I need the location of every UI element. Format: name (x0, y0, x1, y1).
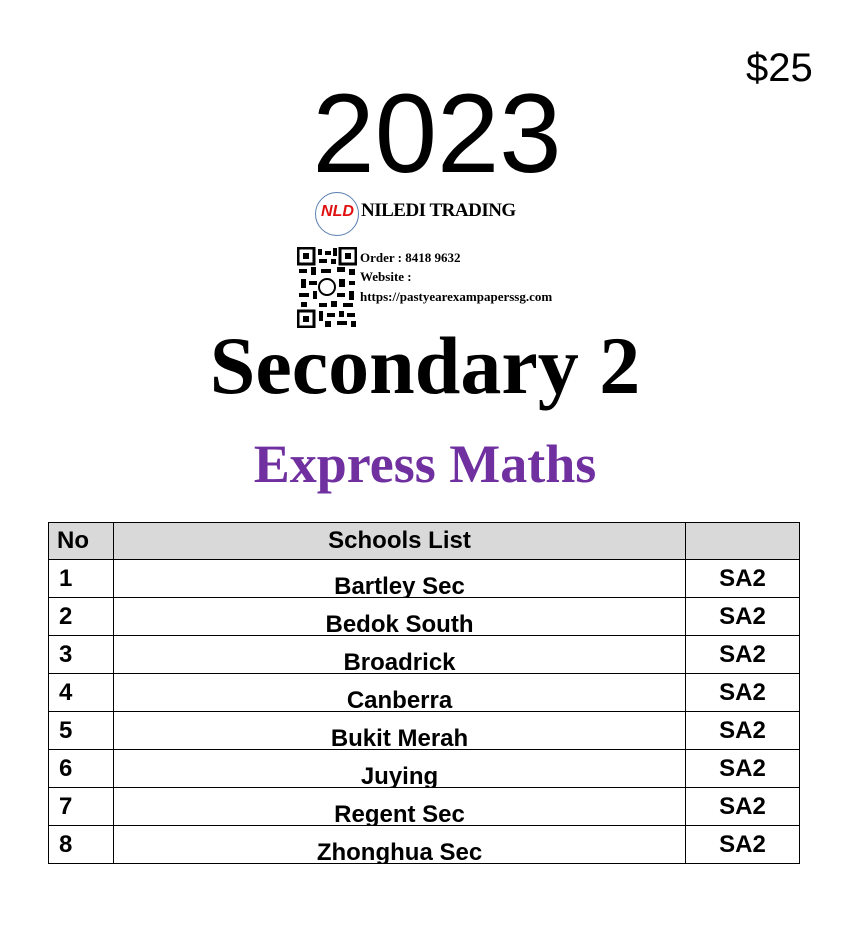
exam-cell: SA2 (685, 559, 800, 598)
exam-type: SA2 (719, 793, 766, 820)
price: $25 (746, 46, 813, 90)
row-number: 1 (48, 559, 114, 598)
website-label: Website : (360, 269, 412, 284)
row-number: 3 (48, 635, 114, 674)
school-cell: Regent Sec (113, 787, 686, 826)
exam-cell: SA2 (685, 825, 800, 864)
school-name: Bartley Sec (334, 573, 465, 597)
logo-circle (315, 192, 359, 236)
row-number-text: 6 (59, 755, 73, 782)
row-number: 4 (48, 673, 114, 712)
row-number-text: 8 (59, 831, 73, 858)
qr-code-icon (297, 247, 357, 328)
school-name: Juying (360, 763, 439, 787)
table-row: 8 Zhonghua Sec SA2 (48, 825, 800, 864)
logo-text: NLD (321, 203, 354, 220)
school-name: Zhonghua Sec (316, 839, 483, 863)
school-name: Canberra (346, 687, 453, 711)
row-number-text: 3 (59, 641, 73, 668)
table-row: 2 Bedok South SA2 (48, 597, 800, 636)
table-row: 5 Bukit Merah SA2 (48, 711, 800, 750)
school-cell: Bukit Merah (113, 711, 686, 750)
exam-cell: SA2 (685, 787, 800, 826)
website-url[interactable]: https://pastyearexampaperssg.com (360, 289, 553, 304)
row-number: 8 (48, 825, 114, 864)
level-title: Secondary 2 (209, 320, 641, 411)
school-cell: Broadrick (113, 635, 686, 674)
school-cell: Bartley Sec (113, 559, 686, 598)
table-row: 3 Broadrick SA2 (48, 635, 800, 674)
table-row: 4 Canberra SA2 (48, 673, 800, 712)
row-number-text: 7 (59, 793, 73, 820)
school-cell: Juying (113, 749, 686, 788)
school-name: Bukit Merah (330, 725, 469, 749)
exam-type: SA2 (719, 831, 766, 858)
school-name: Regent Sec (334, 801, 465, 825)
table-row: 6 Juying SA2 (48, 749, 800, 788)
school-name: Broadrick (343, 649, 456, 673)
table-row: 1 Bartley Sec SA2 (48, 559, 800, 598)
row-number-text: 4 (59, 679, 73, 706)
table-header-row: No Schools List (48, 522, 800, 560)
exam-cell: SA2 (685, 711, 800, 750)
exam-type: SA2 (719, 717, 766, 744)
order-phone: Order : 8418 9632 (360, 250, 461, 265)
row-number: 7 (48, 787, 114, 826)
exam-type: SA2 (719, 679, 766, 706)
exam-type: SA2 (719, 565, 766, 592)
table-row: 7 Regent Sec SA2 (48, 787, 800, 826)
exam-cell: SA2 (685, 673, 800, 712)
exam-cell: SA2 (685, 597, 800, 636)
brand-name: NILEDI TRADING (361, 200, 516, 221)
row-number-text: 5 (59, 717, 73, 744)
school-cell: Zhonghua Sec (113, 825, 686, 864)
exam-type: SA2 (719, 755, 766, 782)
schools-table: No Schools List 1 Bartley Sec SA2 2 Bedok So… (48, 522, 800, 864)
exam-cell: SA2 (685, 635, 800, 674)
subject-title: Express Maths (253, 434, 597, 494)
row-number: 6 (48, 749, 114, 788)
exam-cell: SA2 (685, 749, 800, 788)
school-name: Bedok South (325, 611, 474, 635)
exam-type: SA2 (719, 641, 766, 668)
school-cell: Bedok South (113, 597, 686, 636)
row-number-text: 1 (59, 565, 73, 592)
header-schools: Schools List (113, 522, 686, 560)
row-number: 2 (48, 597, 114, 636)
row-number: 5 (48, 711, 114, 750)
row-number-text: 2 (59, 603, 73, 630)
school-cell: Canberra (113, 673, 686, 712)
header-no: No (48, 522, 114, 560)
header-exam (685, 522, 800, 560)
exam-type: SA2 (719, 603, 766, 630)
year-title: 2023 (312, 71, 562, 196)
